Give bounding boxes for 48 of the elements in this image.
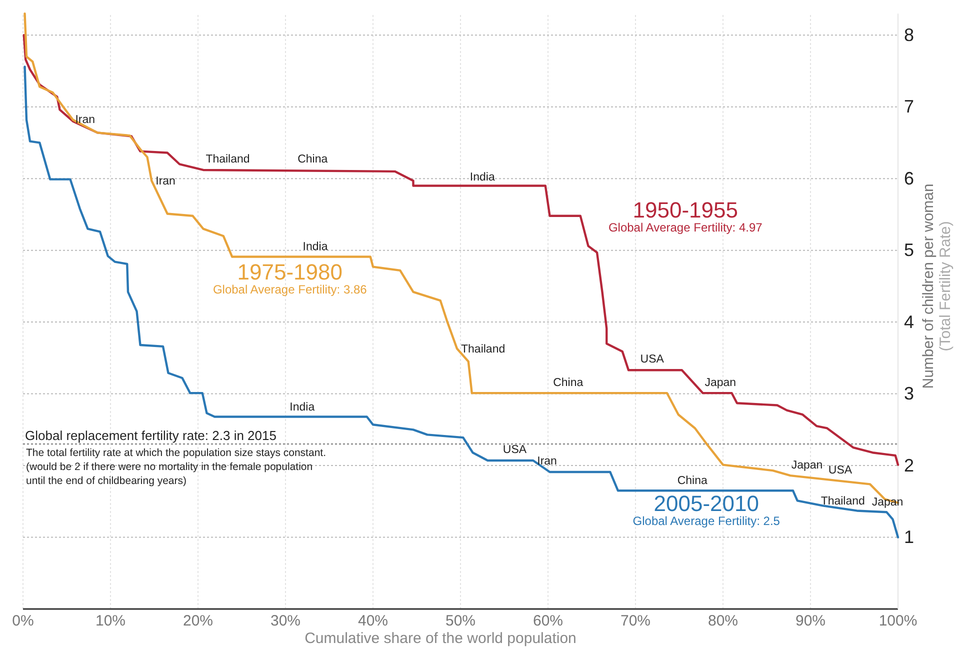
- annotation: USA: [502, 444, 527, 456]
- x-tick-label: 0%: [12, 612, 34, 630]
- annotation: India: [470, 171, 496, 184]
- annotation: Thailand: [206, 153, 250, 166]
- annotation: Global Average Fertility: 4.97: [608, 220, 763, 235]
- y-tick-label: 5: [904, 240, 914, 260]
- y-tick-label: 1: [904, 527, 914, 548]
- y-tick-label: 6: [904, 168, 914, 188]
- x-tick-label: 20%: [182, 612, 214, 630]
- x-tick-label: 50%: [445, 612, 476, 630]
- annotation: (would be 2 if there were no mortality in the female population until the end of childbearing years): [26, 461, 313, 488]
- annotation: Thailand: [820, 496, 865, 508]
- x-tick-label: 10%: [95, 612, 126, 630]
- y-tick-label: 3: [904, 384, 914, 404]
- annotation: The total fertility rate at which the population size stays constant.: [26, 447, 326, 460]
- annotation: Iran: [75, 114, 96, 126]
- x-tick-label: 70%: [620, 612, 651, 630]
- x-tick-label: 90%: [795, 612, 826, 630]
- annotation: Global Average Fertility: 3.86: [212, 282, 368, 296]
- annotation: China: [553, 377, 584, 390]
- annotation: Global Average Fertility: 2.5: [632, 514, 780, 528]
- series-label: 2005-2010: [654, 491, 759, 516]
- ref-line-label: Global replacement fertility rate: 2.3 in 2015: [25, 428, 276, 444]
- annotation: China: [677, 474, 708, 487]
- annotation: Thailand: [461, 344, 506, 356]
- annotation: India: [302, 240, 328, 253]
- y-tick-label: 4: [904, 312, 914, 332]
- y-tick-label: 2: [904, 455, 914, 476]
- y-tick-label: 7: [904, 96, 914, 117]
- y-axis-title: Number of children per woman (Total Fertility Rate): [920, 184, 954, 389]
- annotation: Japan: [872, 496, 904, 508]
- y-tick-label: 8: [904, 24, 914, 45]
- annotation: China: [298, 153, 328, 166]
- x-tick-label: 100%: [878, 612, 918, 630]
- text: 1950-1955: [632, 198, 738, 223]
- annotation: Iran: [156, 176, 176, 188]
- x-tick-label: 30%: [270, 612, 301, 630]
- annotation: Iran: [537, 456, 557, 468]
- annotation: India: [290, 402, 316, 414]
- x-axis-title: Cumulative share of the world population: [304, 630, 576, 647]
- series-label: 1975-1980: [237, 259, 342, 284]
- x-tick-label: 80%: [708, 612, 738, 630]
- x-tick-label: 40%: [358, 612, 388, 630]
- annotation: Japan: [791, 460, 823, 472]
- x-tick-label: 60%: [532, 612, 564, 630]
- annotation: Japan: [704, 377, 736, 390]
- annotation: USA: [828, 464, 852, 477]
- annotation: USA: [640, 354, 664, 366]
